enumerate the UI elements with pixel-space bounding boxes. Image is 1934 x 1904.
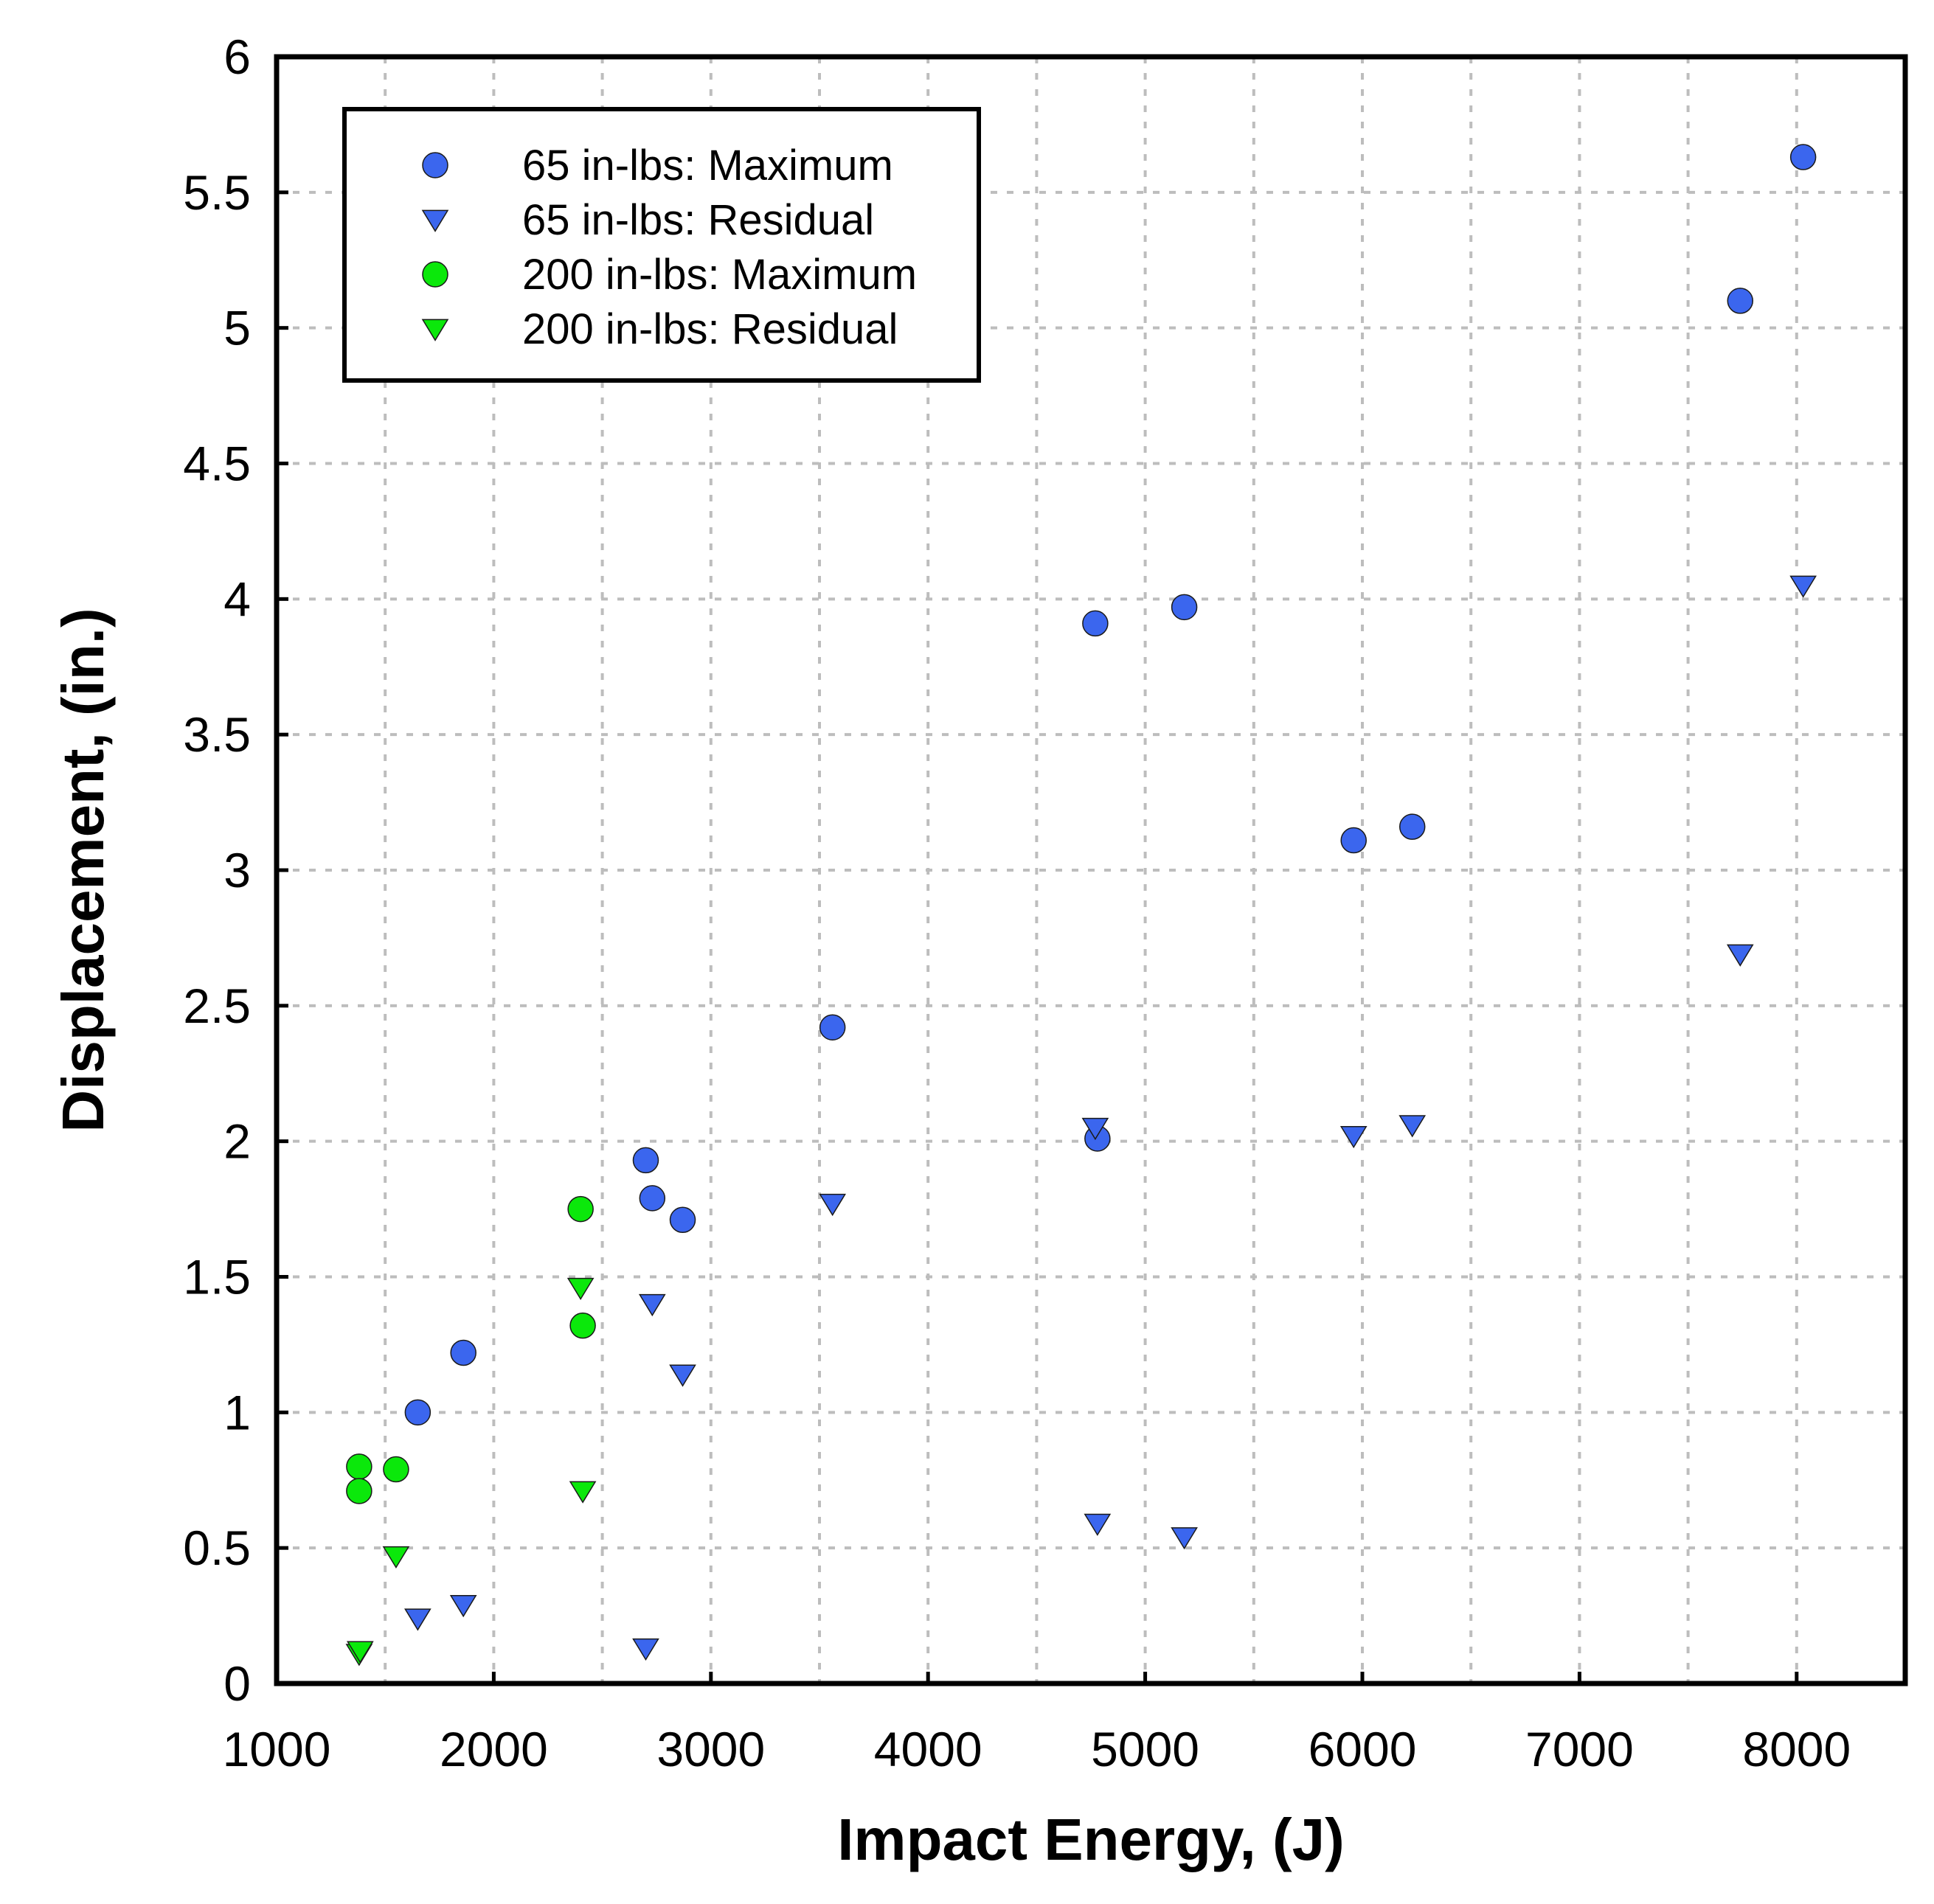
y-tick-label: 0 [223,1656,251,1711]
data-point-circle [1398,813,1426,840]
data-point-circle [450,1339,476,1366]
y-tick-label: 2.5 [183,979,251,1033]
y-tick-label: 3 [223,843,251,897]
legend-marker [421,209,449,232]
legend-label: 65 in-lbs: Maximum [522,142,893,190]
data-point-triangle [1081,1117,1109,1141]
legend-label: 65 in-lbs: Residual [522,196,874,244]
x-tick-label: 3000 [656,1722,765,1776]
data-point-triangle [382,1546,410,1569]
y-tick-label: 2 [223,1114,251,1169]
data-point-triangle [1726,944,1754,967]
x-tick-label: 8000 [1742,1722,1851,1776]
y-tick-label: 4 [223,571,251,626]
legend-marker [421,319,449,341]
data-point-circle [1340,827,1367,854]
data-point-circle [1727,288,1754,314]
x-tick-label: 4000 [874,1722,982,1776]
data-point-triangle [1398,1115,1427,1138]
data-point-triangle [404,1608,431,1631]
data-point-triangle [569,1481,597,1504]
data-point-circle [632,1147,659,1174]
data-points [345,144,1817,1667]
y-tick-label: 1 [223,1385,251,1439]
data-point-circle [567,1195,594,1223]
y-axis-title: Displacement, (in.) [50,608,116,1132]
data-point-triangle [566,1277,595,1301]
y-tick-label: 1.5 [183,1250,251,1304]
data-point-circle [1171,594,1198,621]
data-point-circle [346,1478,372,1504]
axis-ticks: 1000 2000 3000 4000 5000 6000 7000 8000 0 0.5 1 1.5… [183,29,1851,1776]
data-point-circle [1082,610,1109,637]
data-point-circle [569,1312,596,1339]
data-point-circle [1789,144,1817,170]
y-tick-label: 5 [223,301,251,355]
data-point-triangle [819,1193,846,1217]
legend-marker [422,152,448,178]
x-tick-label: 7000 [1525,1722,1634,1776]
data-point-circle [383,1456,409,1483]
data-point-circle [669,1206,696,1234]
data-point-triangle [669,1364,696,1387]
data-point-circle [346,1453,372,1480]
data-point-circle [404,1399,431,1426]
data-point-circle [639,1185,666,1212]
legend-label: 200 in-lbs: Residual [522,305,898,353]
data-point-triangle [632,1638,659,1661]
x-axis-title: Impact Energy, (J) [837,1807,1345,1872]
y-tick-label: 4.5 [183,437,251,491]
grid [277,57,1905,1684]
data-point-triangle [449,1595,477,1618]
x-tick-label: 6000 [1309,1722,1417,1776]
data-point-triangle [1789,575,1817,598]
x-tick-label: 1000 [223,1722,331,1776]
x-tick-label: 2000 [440,1722,548,1776]
data-point-circle [819,1014,846,1040]
x-tick-label: 5000 [1091,1722,1199,1776]
legend-label: 200 in-lbs: Maximum [522,251,917,299]
y-tick-label: 0.5 [183,1521,251,1575]
data-point-triangle [1084,1513,1112,1536]
y-tick-label: 6 [223,29,251,84]
data-point-triangle [1171,1527,1198,1550]
legend: 65 in-lbs: Maximum 65 in-lbs: Residual 200… [342,107,981,383]
legend-marker [422,261,448,288]
data-point-triangle [638,1293,666,1317]
legend-box [342,107,981,383]
y-tick-label: 5.5 [183,165,251,220]
data-point-triangle [347,1641,374,1664]
data-point-triangle [1339,1125,1368,1149]
y-tick-label: 3.5 [183,707,251,762]
